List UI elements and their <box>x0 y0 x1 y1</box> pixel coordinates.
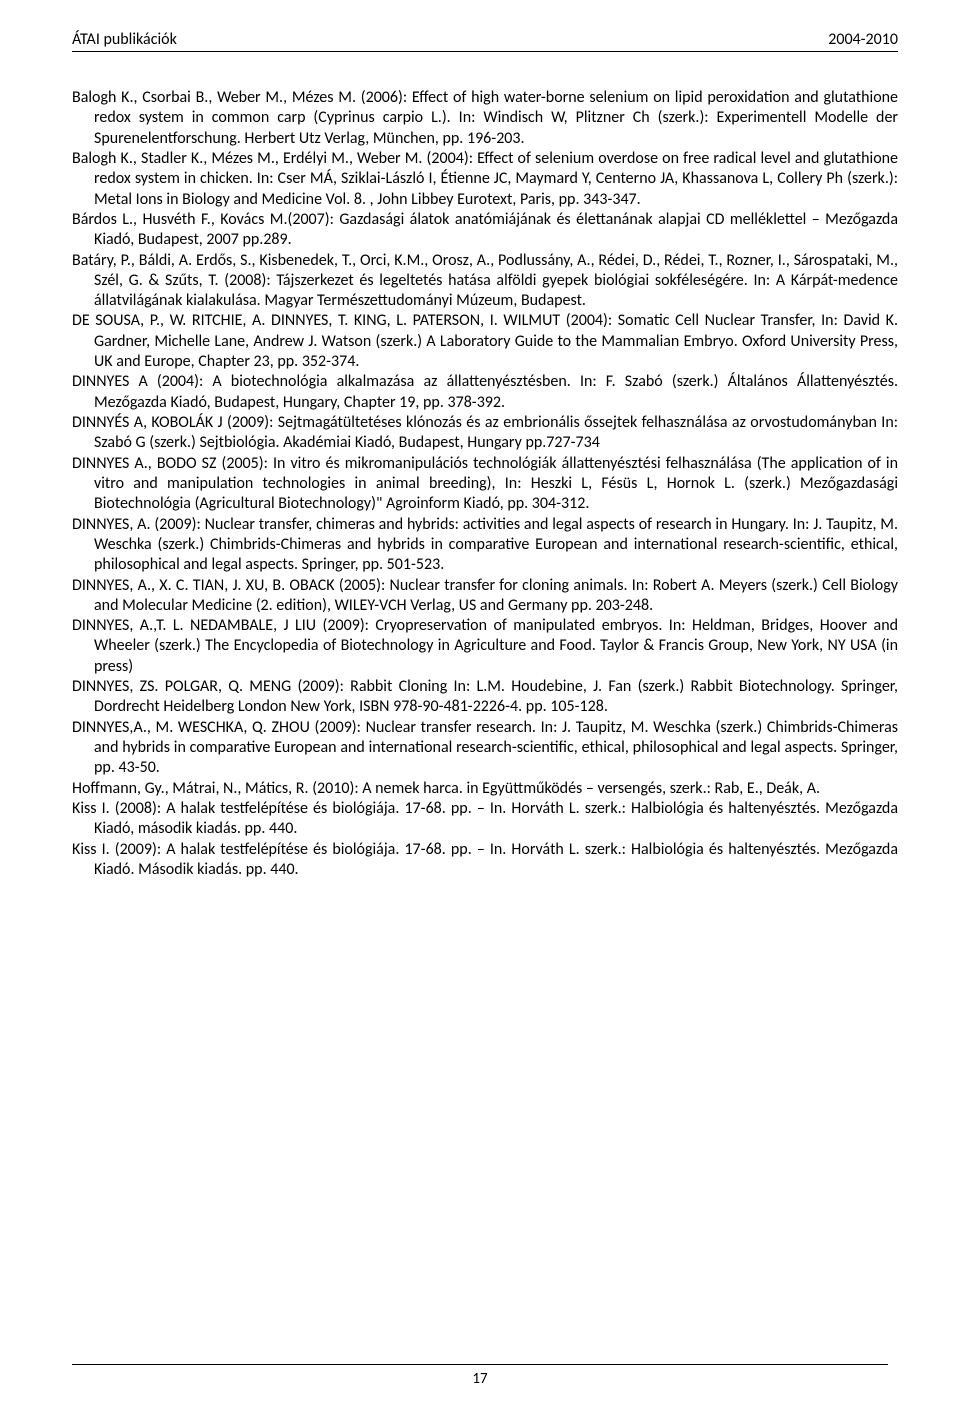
bibliography-entry: Hoffmann, Gy., Mátrai, N., Mátics, R. (2… <box>72 779 898 799</box>
bibliography-entry: DINNYES, A.,T. L. NEDAMBALE, J LIU (2009… <box>72 616 898 677</box>
header-left: ÁTAI publikációk <box>72 30 177 49</box>
page-header: ÁTAI publikációk 2004-2010 <box>72 30 898 49</box>
content-body: Balogh K., Csorbai B., Weber M., Mézes M… <box>72 88 898 880</box>
header-right: 2004-2010 <box>828 30 898 49</box>
bibliography-entry: Kiss I. (2008): A halak testfelépítése é… <box>72 799 898 840</box>
footer-divider <box>72 1364 888 1365</box>
bibliography-entry: DINNYES, A. (2009): Nuclear transfer, ch… <box>72 515 898 576</box>
bibliography-entry: DINNYES, ZS. POLGAR, Q. MENG (2009): Rab… <box>72 677 898 718</box>
bibliography-entry: Bárdos L., Husvéth F., Kovács M.(2007): … <box>72 210 898 251</box>
bibliography-entry: DINNYES, A., X. C. TIAN, J. XU, B. OBACK… <box>72 576 898 617</box>
page-number: 17 <box>472 1370 487 1388</box>
bibliography-entry: DINNYÉS A, KOBOLÁK J (2009): Sejtmagátül… <box>72 413 898 454</box>
bibliography-entry: DINNYES A (2004): A biotechnológia alkal… <box>72 372 898 413</box>
bibliography-entry: DINNYES A., BODO SZ (2005): In vitro és … <box>72 454 898 515</box>
page-footer: 17 <box>0 1364 960 1388</box>
bibliography-entry: Balogh K., Csorbai B., Weber M., Mézes M… <box>72 88 898 149</box>
bibliography-entry: DE SOUSA, P., W. RITCHIE, A. DINNYES, T.… <box>72 311 898 372</box>
bibliography-entry: Balogh K., Stadler K., Mézes M., Erdélyi… <box>72 149 898 210</box>
bibliography-entry: DINNYES,A., M. WESCHKA, Q. ZHOU (2009): … <box>72 718 898 779</box>
bibliography-entry: Kiss I. (2009): A halak testfelépítése é… <box>72 840 898 881</box>
header-divider <box>72 51 898 52</box>
bibliography-entry: Batáry, P., Báldi, A. Erdős, S., Kisbene… <box>72 251 898 312</box>
